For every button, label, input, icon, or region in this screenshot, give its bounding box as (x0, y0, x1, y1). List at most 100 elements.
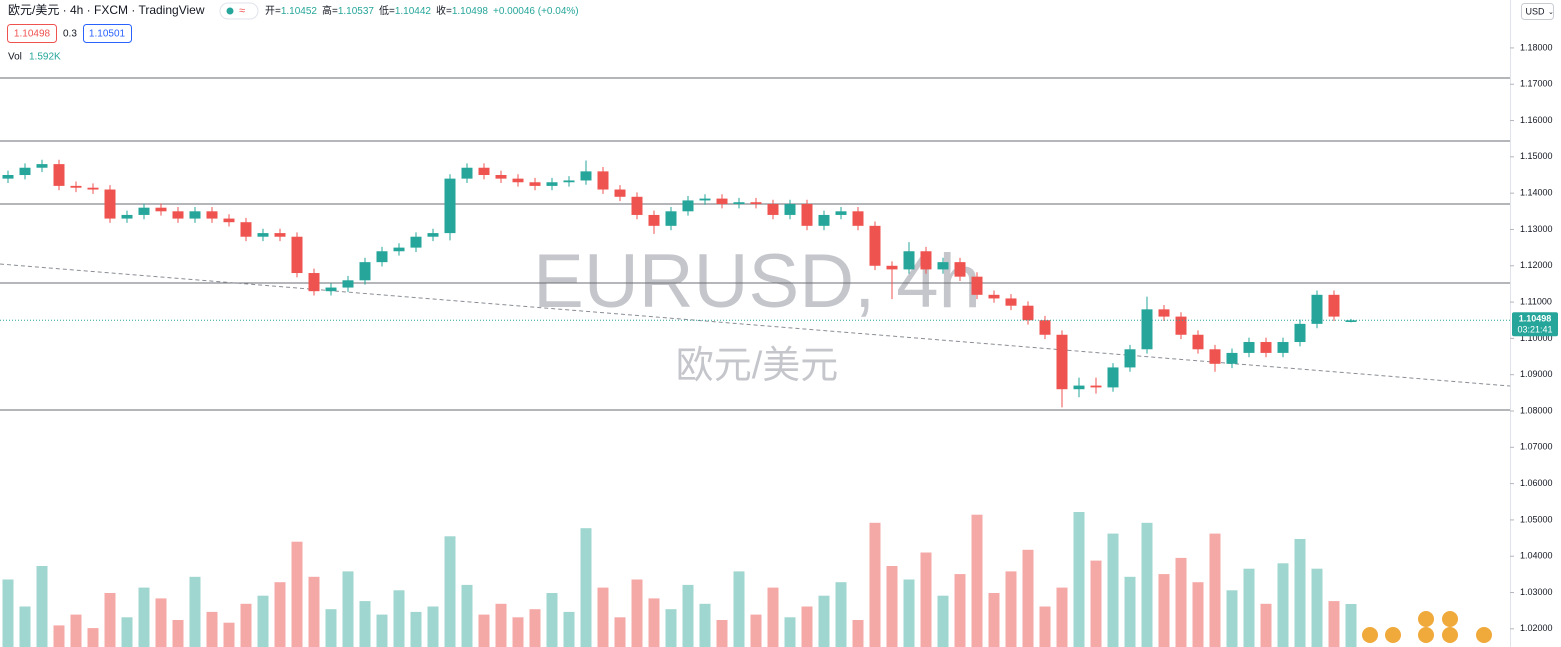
y-tick-label: 1.04000 (1520, 551, 1553, 561)
y-tick-label: 1.08000 (1520, 405, 1553, 415)
volume-bar (750, 614, 762, 647)
candle-body (801, 204, 813, 226)
y-tick-label: 1.05000 (1520, 514, 1553, 524)
candle-body (1294, 323, 1306, 343)
volume-bar (597, 587, 609, 647)
candle-body (767, 204, 779, 215)
volume-bar (529, 609, 541, 647)
candle-body (750, 202, 762, 205)
candle-body (1345, 320, 1357, 322)
status-pill[interactable] (219, 2, 259, 20)
volume-bar (410, 611, 422, 647)
ohlc-value: 1.10537 (338, 6, 375, 17)
volume-bar (36, 566, 48, 647)
candle-body (1039, 320, 1051, 335)
candle-body (138, 207, 150, 215)
candle-body (495, 175, 507, 179)
volume-bar (580, 528, 592, 647)
y-tick-label: 1.12000 (1520, 260, 1553, 270)
volume-value: 1.592K (29, 52, 61, 63)
candle-body (1175, 316, 1187, 335)
candle-body (189, 211, 201, 219)
currency-button[interactable] (1521, 3, 1554, 20)
event-icons (1362, 611, 1492, 643)
volume-bar (19, 606, 31, 647)
y-tick-label: 1.02000 (1520, 623, 1553, 633)
volume-bar (325, 609, 337, 647)
volume-bar (699, 603, 711, 647)
volume-bar (427, 606, 439, 647)
candle-body (257, 233, 269, 237)
volume-bar (818, 595, 830, 647)
ohlc-label: 低= (379, 4, 395, 17)
candle-body (546, 182, 558, 186)
sell-button[interactable] (7, 24, 57, 43)
buy-button[interactable] (83, 24, 132, 43)
volume-bar (1124, 576, 1136, 647)
volume-bar (1090, 560, 1102, 647)
volume-bar (104, 593, 116, 647)
y-tick-label: 1.15000 (1520, 151, 1553, 161)
candle-body (70, 185, 82, 188)
volume-bar (70, 614, 82, 647)
y-tick-label: 1.17000 (1520, 79, 1553, 89)
volume-bar (954, 574, 966, 647)
volume-bar (631, 579, 643, 647)
ohlc-value: 1.10498 (452, 6, 489, 17)
volume-bar (733, 571, 745, 647)
candle-body (1056, 334, 1068, 390)
candle-body (1141, 309, 1153, 350)
volume-bar (546, 593, 558, 647)
volume-bar (1260, 603, 1272, 647)
sell-price: 1.10498 (14, 29, 51, 40)
candle-body (427, 233, 439, 237)
candle-body (376, 251, 388, 263)
volume-bar (1209, 533, 1221, 647)
volume-bar (53, 625, 65, 647)
candle-body (1107, 367, 1119, 388)
ohlc-change: +0.00046 (+0.04%) (493, 6, 579, 17)
volume-bar (1311, 568, 1323, 647)
volume-bar (1022, 549, 1034, 647)
candle-body (835, 211, 847, 215)
candle-body (648, 214, 660, 226)
y-tick-label: 1.18000 (1520, 42, 1553, 52)
status-icon: ≈ (239, 5, 245, 17)
volume-bar (801, 606, 813, 647)
candle-body (852, 211, 864, 226)
volume-bar (478, 614, 490, 647)
candle-body (1277, 342, 1289, 353)
volume-bar (903, 579, 915, 647)
volume-bar (2, 579, 14, 647)
candle-body (393, 247, 405, 252)
volume-bar (512, 617, 524, 647)
candle-body (733, 202, 745, 205)
volume-bar (291, 541, 303, 647)
candle-body (291, 236, 303, 274)
volume-bar (172, 620, 184, 647)
candle-body (1243, 342, 1255, 353)
candle-body (682, 200, 694, 212)
status-dot (226, 7, 234, 15)
volume-bar (886, 566, 898, 647)
candle-body (104, 189, 116, 219)
candle-body (19, 167, 31, 176)
candle-body (597, 171, 609, 190)
volume-bar (87, 628, 99, 647)
candle-body (478, 167, 490, 176)
volume-bar (274, 582, 286, 647)
volume-bar (223, 622, 235, 647)
trend-line (0, 263, 1511, 387)
volume-bar (784, 617, 796, 647)
candle-body (53, 164, 65, 186)
volume-bar (121, 617, 133, 647)
volume-label: Vol (8, 52, 22, 63)
ohlc: 开=1.10452 高=1.10537 低=1.10442 收=1.10498 +0.0… (265, 4, 579, 17)
volume-bar (1107, 533, 1119, 647)
volume-bar (648, 598, 660, 647)
candle-body (631, 196, 643, 215)
y-tick-label: 1.09000 (1520, 369, 1553, 379)
volume-bar (1243, 568, 1255, 647)
volume-bar (988, 593, 1000, 647)
candle-body (274, 233, 286, 237)
